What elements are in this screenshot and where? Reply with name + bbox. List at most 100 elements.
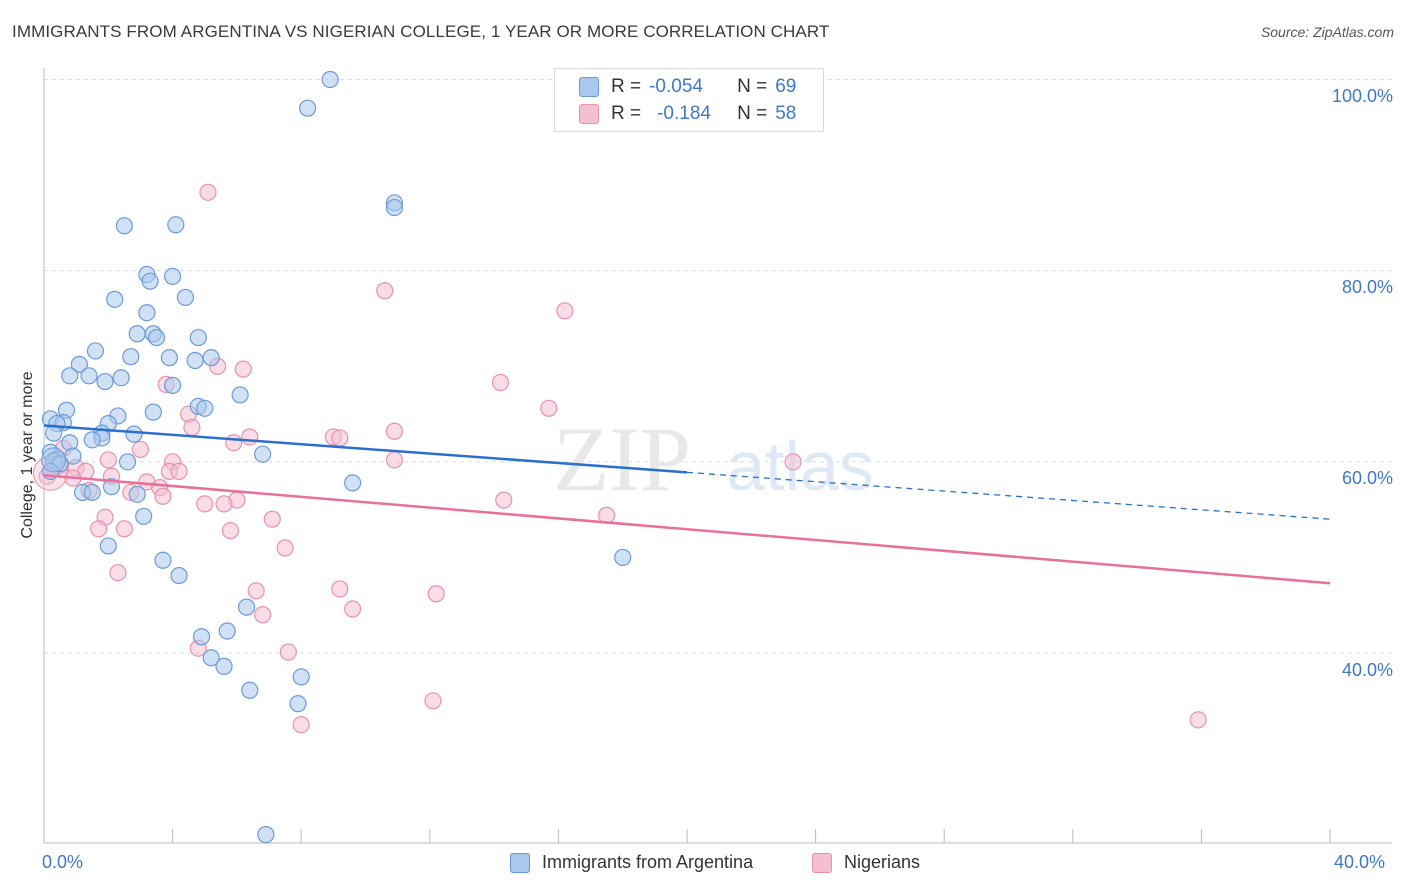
- y-tick-label: 100.0%: [1331, 86, 1393, 106]
- legend-r-value: -0.184: [657, 103, 711, 124]
- data-point: [257, 826, 275, 844]
- data-point: [385, 198, 404, 217]
- data-point: [83, 483, 101, 502]
- data-point: [80, 367, 98, 385]
- data-point: [196, 399, 214, 417]
- y-axis-label: College, 1 year or more: [19, 371, 36, 539]
- data-point: [491, 373, 510, 392]
- data-point: [115, 217, 133, 235]
- y-tick-label: 60.0%: [1341, 468, 1393, 488]
- data-point: [276, 539, 294, 557]
- data-point: [61, 367, 79, 385]
- data-point: [331, 580, 349, 598]
- data-point: [254, 606, 272, 624]
- legend-row-nigerians: R = -0.184 N = 58: [579, 102, 796, 126]
- trend-line-argentina: [43, 424, 688, 474]
- data-point: [90, 520, 108, 538]
- legend-n-value: 69: [775, 76, 797, 97]
- chart-title: IMMIGRANTS FROM ARGENTINA VS NIGERIAN CO…: [12, 22, 830, 41]
- data-point: [112, 369, 130, 387]
- data-point: [83, 431, 101, 449]
- data-point: [241, 681, 259, 699]
- data-point: [147, 328, 166, 347]
- data-point: [1189, 711, 1207, 729]
- legend: R = -0.054 N = 69 R = -0.184 N = 58: [554, 68, 824, 132]
- source-label: Source: ZipAtlas.com: [1260, 24, 1394, 40]
- x-tick-label: 40.0%: [1334, 852, 1386, 872]
- data-point: [279, 643, 297, 661]
- data-point-cluster: [41, 447, 67, 473]
- data-point: [247, 582, 265, 600]
- legend-swatch-blue: [510, 852, 530, 873]
- data-point: [167, 216, 185, 234]
- data-point: [225, 434, 243, 452]
- legend-swatch-pink: [812, 852, 832, 873]
- data-point: [263, 510, 281, 528]
- y-tick-label: 80.0%: [1341, 277, 1393, 297]
- data-point: [202, 349, 220, 367]
- trend-lines: [43, 424, 1331, 585]
- data-point: [186, 351, 204, 370]
- data-point: [344, 474, 362, 492]
- data-point: [254, 445, 272, 463]
- bottom-legend-label: Immigrants from Argentina: [542, 852, 754, 872]
- legend-row-argentina: R = -0.054 N = 69: [579, 75, 796, 99]
- data-point: [118, 453, 137, 471]
- data-point: [170, 566, 188, 585]
- data-point: [202, 649, 220, 667]
- data-point: [234, 360, 252, 378]
- legend-r-label: R =: [611, 103, 642, 124]
- data-point: [154, 487, 172, 505]
- trend-line-nigerians: [43, 473, 1331, 585]
- data-point: [292, 668, 310, 686]
- data-point: [299, 99, 317, 117]
- data-point: [196, 495, 214, 513]
- data-point: [344, 600, 362, 618]
- data-point: [231, 386, 249, 404]
- data-point: [164, 376, 182, 394]
- data-point: [237, 598, 256, 616]
- data-point: [144, 403, 162, 421]
- data-point: [199, 183, 217, 201]
- legend-r-label: R =: [611, 76, 642, 97]
- data-point: [164, 267, 182, 286]
- data-point: [154, 551, 172, 569]
- data-point: [218, 622, 236, 640]
- data-point: [385, 422, 404, 440]
- data-point: [221, 522, 240, 540]
- data-point: [160, 349, 178, 367]
- data-point: [215, 495, 233, 513]
- data-point: [102, 478, 121, 496]
- legend-r-value: -0.054: [649, 76, 703, 97]
- data-point: [125, 425, 143, 443]
- data-point: [99, 537, 117, 555]
- data-point: [385, 451, 404, 469]
- data-point: [241, 428, 259, 446]
- bottom-legend-nigerians: Nigerians: [812, 852, 920, 873]
- data-point: [427, 585, 445, 603]
- data-point: [495, 491, 513, 509]
- data-point: [215, 657, 233, 675]
- data-point: [289, 695, 307, 713]
- data-point: [86, 342, 105, 360]
- data-point: [614, 548, 632, 567]
- legend-n-label: N =: [737, 103, 768, 124]
- data-point: [135, 507, 153, 525]
- legend-swatch-blue: [579, 77, 599, 97]
- data-point: [331, 429, 349, 447]
- data-point: [106, 290, 124, 308]
- data-point: [141, 272, 159, 290]
- data-point: [70, 355, 88, 373]
- axes: [43, 68, 1392, 844]
- data-point: [128, 485, 146, 503]
- legend-n-label: N =: [737, 76, 768, 97]
- data-point: [192, 628, 211, 646]
- data-point: [128, 325, 146, 343]
- data-point: [176, 288, 195, 307]
- watermark-zip: ZIP: [553, 408, 691, 510]
- data-point: [784, 453, 802, 471]
- x-tick-label: 0.0%: [42, 852, 84, 872]
- data-point: [109, 564, 127, 582]
- data-point: [189, 328, 207, 347]
